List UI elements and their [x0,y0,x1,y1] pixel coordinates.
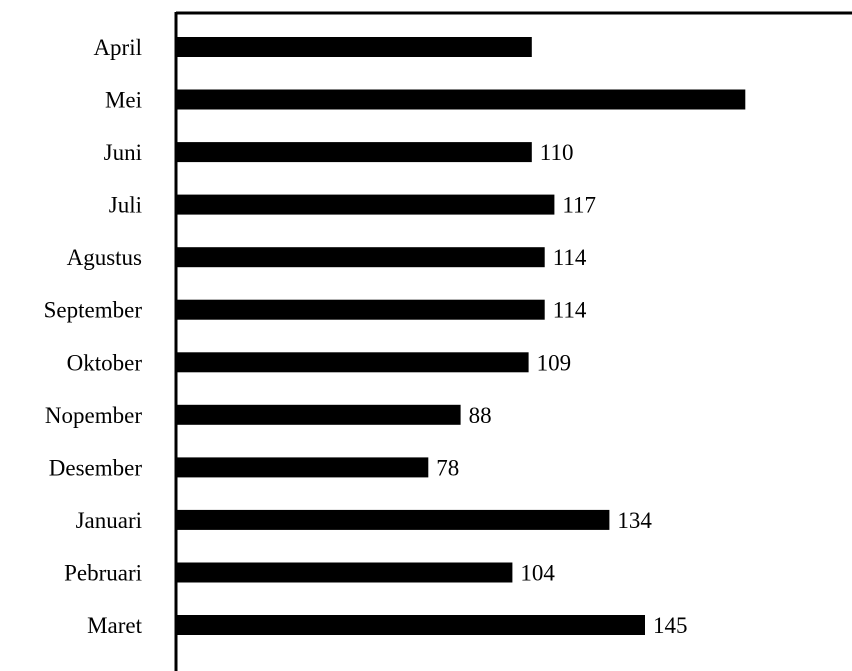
category-label-nopember: Nopember [45,403,142,428]
category-label-desember: Desember [49,455,143,480]
value-label-januari: 134 [617,508,652,533]
category-label-pebruari: Pebruari [64,561,142,586]
category-label-maret: Maret [87,613,143,638]
bar-oktober [176,352,529,373]
bar-agustus [176,247,545,268]
value-label-pebruari: 104 [520,561,555,586]
bar-series [176,37,746,635]
value-label-september: 114 [553,298,587,323]
bar-april [176,37,532,57]
value-label-nopember: 88 [469,403,492,428]
bar-pebruari [176,562,513,583]
category-label-agustus: Agustus [67,245,142,270]
category-label-juli: Juli [109,193,142,218]
category-label-april: April [93,35,142,60]
chart-axes [174,11,852,671]
category-label-september: September [44,298,143,323]
bar-mei [176,89,746,110]
bar-nopember [176,404,461,425]
category-label-mei: Mei [105,88,142,113]
category-labels: April Mei Juni Juli Agustus September Oktober N… [44,35,143,638]
category-label-januari: Januari [76,508,142,533]
value-label-oktober: 109 [537,350,572,375]
category-label-juni: Juni [104,140,142,165]
value-label-juli: 117 [562,193,596,218]
value-labels: 110 117 114 114 109 88 78 134 104 145 [436,140,687,638]
value-label-desember: 78 [436,455,459,480]
value-label-maret: 145 [653,613,688,638]
value-label-agustus: 114 [553,245,587,270]
value-label-juni: 110 [540,140,574,165]
bar-juni [176,142,532,163]
bar-september [176,299,545,320]
bar-maret [176,615,645,635]
bar-januari [176,509,610,530]
category-label-oktober: Oktober [67,350,143,375]
bar-juli [176,194,555,215]
bar-desember [176,457,429,478]
